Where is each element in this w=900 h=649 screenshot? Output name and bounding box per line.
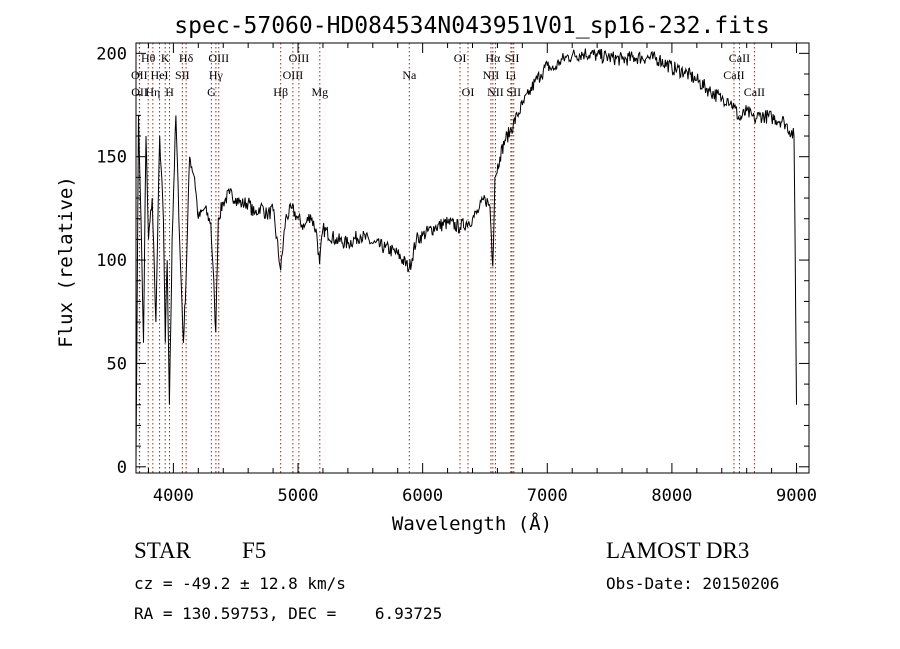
y-tick-label: 200 (96, 44, 127, 64)
line-marker-label: Hα (485, 51, 501, 65)
spectrum-series-line (135, 48, 797, 463)
line-marker-label: CaII (723, 68, 744, 82)
x-tick-label: 9000 (776, 486, 817, 506)
line-marker-label: SII (175, 68, 190, 82)
line-marker-label: OII (131, 85, 148, 99)
line-marker-label: Hδ (179, 51, 194, 65)
spectral-line-markers: OIIOIIHθHηHeIKHSIIHδGHγOIIIHβOIIIOIIIMgN… (131, 43, 765, 473)
x-axis-ticks: 4000 5000 6000 7000 8000 9000 (147, 43, 817, 506)
line-marker-label: NII (487, 85, 504, 99)
plot-frame (135, 42, 810, 474)
line-marker-label: OI (462, 85, 475, 99)
survey-name: LAMOST DR3 (606, 538, 750, 563)
y-axis-ticks: 0 50 100 150 200 (96, 44, 809, 478)
object-subclass: F5 (242, 538, 267, 563)
y-axis-label: Flux (relative) (55, 176, 77, 348)
line-marker-label: Hη (145, 85, 160, 99)
x-tick-label: 4000 (153, 486, 194, 506)
line-marker-label: Mg (311, 85, 328, 99)
object-class: STAR (134, 538, 191, 563)
line-marker-label: CaII (729, 51, 750, 65)
line-marker-label: OI (454, 51, 467, 65)
x-tick-label: 6000 (402, 486, 443, 506)
coordinates: RA = 130.59753, DEC = 6.93725 (134, 604, 443, 623)
chart-title: spec-57060-HD084534N043951V01_sp16-232.f… (174, 13, 769, 39)
line-marker-label: OIII (208, 51, 229, 65)
observation-date: Obs-Date: 20150206 (606, 574, 780, 593)
x-tick-label: 8000 (651, 486, 692, 506)
x-tick-label: 5000 (278, 486, 319, 506)
line-marker-label: H (165, 85, 174, 99)
x-axis-label: Wavelength (Å) (392, 512, 552, 535)
redshift-value: cz = -49.2 ± 12.8 km/s (134, 574, 346, 593)
line-marker-label: SII (506, 85, 521, 99)
line-marker-label: Na (402, 68, 417, 82)
line-marker-label: CaII (744, 85, 765, 99)
y-tick-label: 0 (117, 458, 127, 478)
line-marker-label: HeI (151, 68, 169, 82)
x-tick-label: 7000 (527, 486, 568, 506)
line-marker-label: OIII (283, 68, 304, 82)
y-tick-label: 50 (107, 354, 127, 374)
line-marker-label: OIII (289, 51, 310, 65)
line-marker-label: Hβ (273, 85, 288, 99)
y-tick-label: 100 (96, 251, 127, 271)
y-tick-label: 150 (96, 148, 127, 168)
line-marker-label: Hγ (209, 68, 224, 82)
line-marker-label: NII (483, 68, 500, 82)
line-marker-label: Li (506, 68, 517, 82)
line-marker-label: Hθ (141, 51, 156, 65)
line-marker-label: G (207, 85, 216, 99)
line-marker-label: SII (505, 51, 520, 65)
line-marker-label: K (161, 51, 170, 65)
